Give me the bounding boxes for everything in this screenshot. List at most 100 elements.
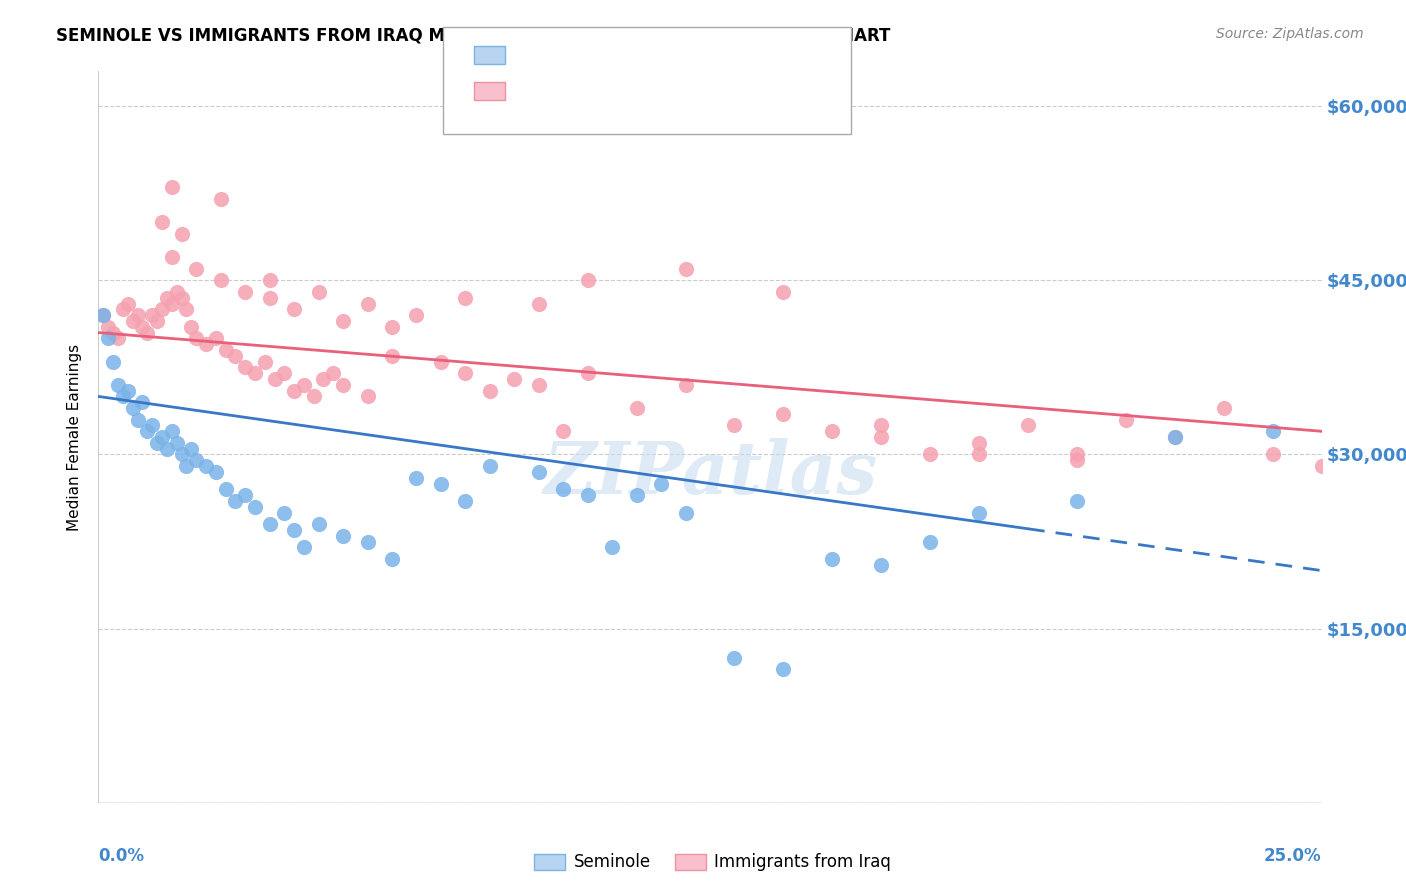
Point <box>243 366 266 380</box>
Point <box>205 331 228 345</box>
Point <box>821 552 844 566</box>
Point <box>283 523 305 537</box>
Point <box>1066 453 1088 467</box>
Point <box>920 534 942 549</box>
Y-axis label: Median Female Earnings: Median Female Earnings <box>67 343 83 531</box>
Point <box>626 488 648 502</box>
Point <box>1115 412 1137 426</box>
Point <box>170 291 193 305</box>
Point <box>160 250 183 264</box>
Point <box>111 389 134 403</box>
Point <box>224 494 246 508</box>
Point <box>626 401 648 415</box>
Text: N = 83: N = 83 <box>689 82 751 100</box>
Point <box>576 366 599 380</box>
Point <box>259 517 281 532</box>
Point <box>772 285 794 299</box>
Point <box>1066 494 1088 508</box>
Point <box>91 308 114 322</box>
Point <box>870 418 893 433</box>
Point <box>209 192 232 206</box>
Point <box>214 343 236 357</box>
Point <box>150 430 173 444</box>
Text: Seminole: Seminole <box>574 853 651 871</box>
Text: ZIPatlas: ZIPatlas <box>543 438 877 509</box>
Point <box>121 314 143 328</box>
Point <box>195 337 218 351</box>
Point <box>478 459 501 474</box>
Point <box>283 302 305 317</box>
Point <box>136 424 159 438</box>
Point <box>233 488 256 502</box>
Point <box>381 319 404 334</box>
Text: N = 54: N = 54 <box>689 46 751 64</box>
Point <box>166 436 188 450</box>
Point <box>156 291 179 305</box>
Point <box>356 389 378 403</box>
Point <box>967 448 990 462</box>
Point <box>772 407 794 421</box>
Point <box>259 291 281 305</box>
Point <box>527 296 550 310</box>
Point <box>675 377 697 392</box>
Point <box>186 261 208 276</box>
Point <box>920 448 942 462</box>
Point <box>170 227 193 241</box>
Point <box>553 483 575 497</box>
Point <box>263 372 285 386</box>
Point <box>253 354 276 368</box>
Point <box>214 483 236 497</box>
Point <box>1261 448 1284 462</box>
Point <box>454 291 477 305</box>
Point <box>430 476 453 491</box>
Point <box>430 354 453 368</box>
Point <box>205 465 228 479</box>
Point <box>302 389 325 403</box>
Point <box>146 436 169 450</box>
Point <box>967 506 990 520</box>
Point <box>332 314 354 328</box>
Point <box>195 459 218 474</box>
Point <box>117 296 139 310</box>
Point <box>454 494 477 508</box>
Point <box>312 372 335 386</box>
Point <box>356 296 378 310</box>
Point <box>553 424 575 438</box>
Point <box>292 541 315 555</box>
Point <box>967 436 990 450</box>
Text: SEMINOLE VS IMMIGRANTS FROM IRAQ MEDIAN FEMALE EARNINGS CORRELATION CHART: SEMINOLE VS IMMIGRANTS FROM IRAQ MEDIAN … <box>56 27 890 45</box>
Point <box>141 418 163 433</box>
Point <box>283 384 305 398</box>
Text: R = -0.345: R = -0.345 <box>513 46 610 64</box>
Point <box>332 377 354 392</box>
Point <box>381 552 404 566</box>
Text: R = -0.235: R = -0.235 <box>513 82 610 100</box>
Point <box>224 349 246 363</box>
Point <box>356 534 378 549</box>
Point <box>160 296 183 310</box>
Point <box>186 453 208 467</box>
Point <box>1164 430 1187 444</box>
Point <box>1164 430 1187 444</box>
Point <box>870 558 893 572</box>
Point <box>91 308 114 322</box>
Point <box>180 442 202 456</box>
Point <box>723 418 745 433</box>
Point <box>292 377 315 392</box>
Point <box>107 331 129 345</box>
Point <box>170 448 193 462</box>
Point <box>233 285 256 299</box>
Point <box>675 261 697 276</box>
Point <box>259 273 281 287</box>
Point <box>1017 418 1039 433</box>
Point <box>101 354 124 368</box>
Point <box>150 215 173 229</box>
Point <box>454 366 477 380</box>
Text: Source: ZipAtlas.com: Source: ZipAtlas.com <box>1216 27 1364 41</box>
Point <box>527 465 550 479</box>
Point <box>97 319 120 334</box>
Point <box>273 366 295 380</box>
Point <box>141 308 163 322</box>
Point <box>146 314 169 328</box>
Point <box>1261 424 1284 438</box>
